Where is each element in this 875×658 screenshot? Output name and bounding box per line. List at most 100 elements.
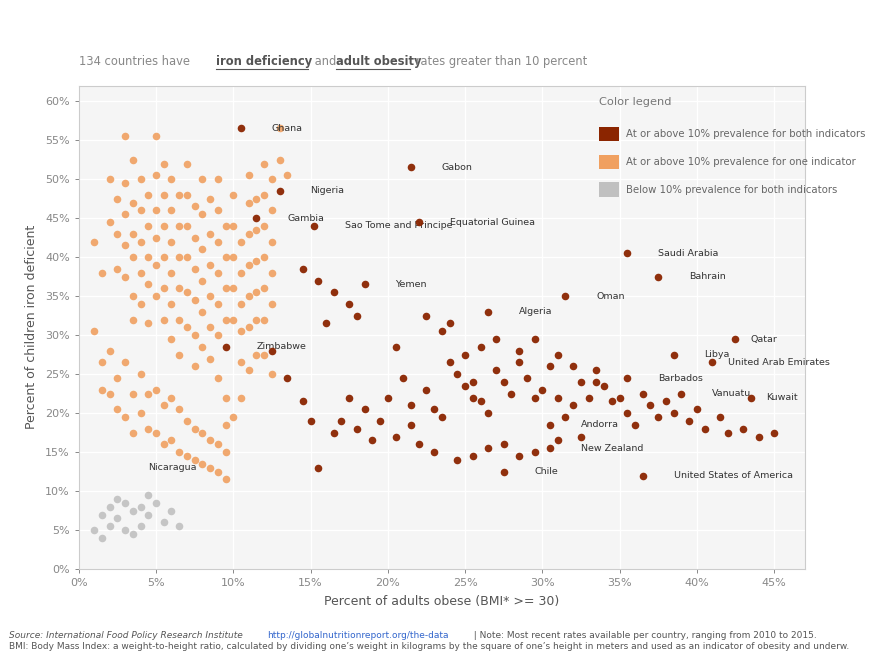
Point xyxy=(180,190,194,200)
Point xyxy=(195,307,209,317)
Point xyxy=(180,416,194,426)
Text: Yemen: Yemen xyxy=(396,280,427,289)
Point xyxy=(404,420,418,430)
Point xyxy=(164,268,178,278)
Point xyxy=(149,205,163,216)
Point xyxy=(134,521,148,532)
Text: iron deficiency: iron deficiency xyxy=(216,55,312,68)
Point xyxy=(481,408,495,418)
Point xyxy=(342,392,356,403)
Text: Qatar: Qatar xyxy=(751,334,778,343)
Point xyxy=(172,521,186,532)
Point xyxy=(334,416,348,426)
Point xyxy=(195,174,209,184)
Point xyxy=(110,228,124,239)
Text: i̲r̲o̲n̲ ̲d̲e̲f̲i̲c̲i̲e̲n̲c̲y̲: i̲r̲o̲n̲ ̲d̲e̲f̲i̲c̲i̲e̲n̲c̲y̲ xyxy=(216,55,301,68)
Point xyxy=(265,268,279,278)
Point xyxy=(141,388,155,399)
Point xyxy=(149,428,163,438)
Point xyxy=(404,162,418,172)
Point xyxy=(126,197,140,208)
Text: Ghana: Ghana xyxy=(272,124,303,133)
Point xyxy=(157,190,171,200)
Point xyxy=(667,408,681,418)
Point xyxy=(134,174,148,184)
Point xyxy=(157,159,171,169)
Point xyxy=(312,463,326,473)
Point xyxy=(219,252,233,263)
Point xyxy=(203,291,217,301)
Text: BMI: Body Mass Index: a weight-to-height ratio, calculated by dividing one’s wei: BMI: Body Mass Index: a weight-to-height… xyxy=(9,642,849,651)
Point xyxy=(195,244,209,255)
Point xyxy=(227,412,241,422)
Point xyxy=(94,533,108,544)
Point xyxy=(306,220,320,231)
Point xyxy=(172,190,186,200)
Point xyxy=(157,517,171,528)
Point xyxy=(126,428,140,438)
Point xyxy=(203,463,217,473)
Point xyxy=(512,357,526,368)
Point xyxy=(118,240,132,251)
Point xyxy=(257,283,271,293)
Point xyxy=(180,451,194,461)
Point xyxy=(249,224,263,235)
Point xyxy=(157,315,171,325)
Point xyxy=(257,220,271,231)
Point xyxy=(149,260,163,270)
Point xyxy=(219,447,233,457)
Point xyxy=(628,420,642,430)
Point xyxy=(134,236,148,247)
Point xyxy=(249,315,263,325)
Text: United States of America: United States of America xyxy=(674,471,793,480)
Point xyxy=(280,170,294,180)
Point xyxy=(419,384,433,395)
Text: Bahrain: Bahrain xyxy=(690,272,726,281)
Text: adult obesity: adult obesity xyxy=(336,55,422,68)
Point xyxy=(242,197,256,208)
Point xyxy=(257,349,271,360)
Point xyxy=(550,349,564,360)
Point xyxy=(257,159,271,169)
Point xyxy=(249,349,263,360)
Point xyxy=(280,373,294,384)
Point xyxy=(126,315,140,325)
Point xyxy=(234,392,248,403)
Point xyxy=(651,412,665,422)
Point xyxy=(388,342,402,352)
Point xyxy=(682,416,696,426)
Point xyxy=(134,501,148,512)
Text: United Arab Emirates: United Arab Emirates xyxy=(728,358,830,367)
Point xyxy=(211,439,225,449)
Point xyxy=(504,388,518,399)
Point xyxy=(296,396,310,407)
Point xyxy=(265,205,279,216)
Point xyxy=(211,174,225,184)
Point xyxy=(88,326,102,336)
Point xyxy=(481,307,495,317)
Point xyxy=(265,345,279,356)
Point xyxy=(612,392,626,403)
Point xyxy=(435,326,449,336)
Text: Barbados: Barbados xyxy=(658,374,704,382)
Text: Vanuatu: Vanuatu xyxy=(712,389,752,398)
Point xyxy=(242,365,256,376)
Point xyxy=(697,424,711,434)
Point xyxy=(110,193,124,204)
Point xyxy=(118,497,132,508)
Point xyxy=(590,376,604,387)
Point xyxy=(134,268,148,278)
Point xyxy=(203,260,217,270)
Point xyxy=(643,400,657,411)
Point xyxy=(88,236,102,247)
Point xyxy=(497,376,511,387)
Point xyxy=(566,400,580,411)
Point xyxy=(427,447,441,457)
Text: Saudi Arabia: Saudi Arabia xyxy=(658,249,718,258)
Point xyxy=(257,252,271,263)
Point xyxy=(187,330,201,340)
Point xyxy=(134,408,148,418)
Text: Gabon: Gabon xyxy=(442,163,472,172)
Point xyxy=(180,287,194,297)
Text: Kuwait: Kuwait xyxy=(766,393,798,402)
